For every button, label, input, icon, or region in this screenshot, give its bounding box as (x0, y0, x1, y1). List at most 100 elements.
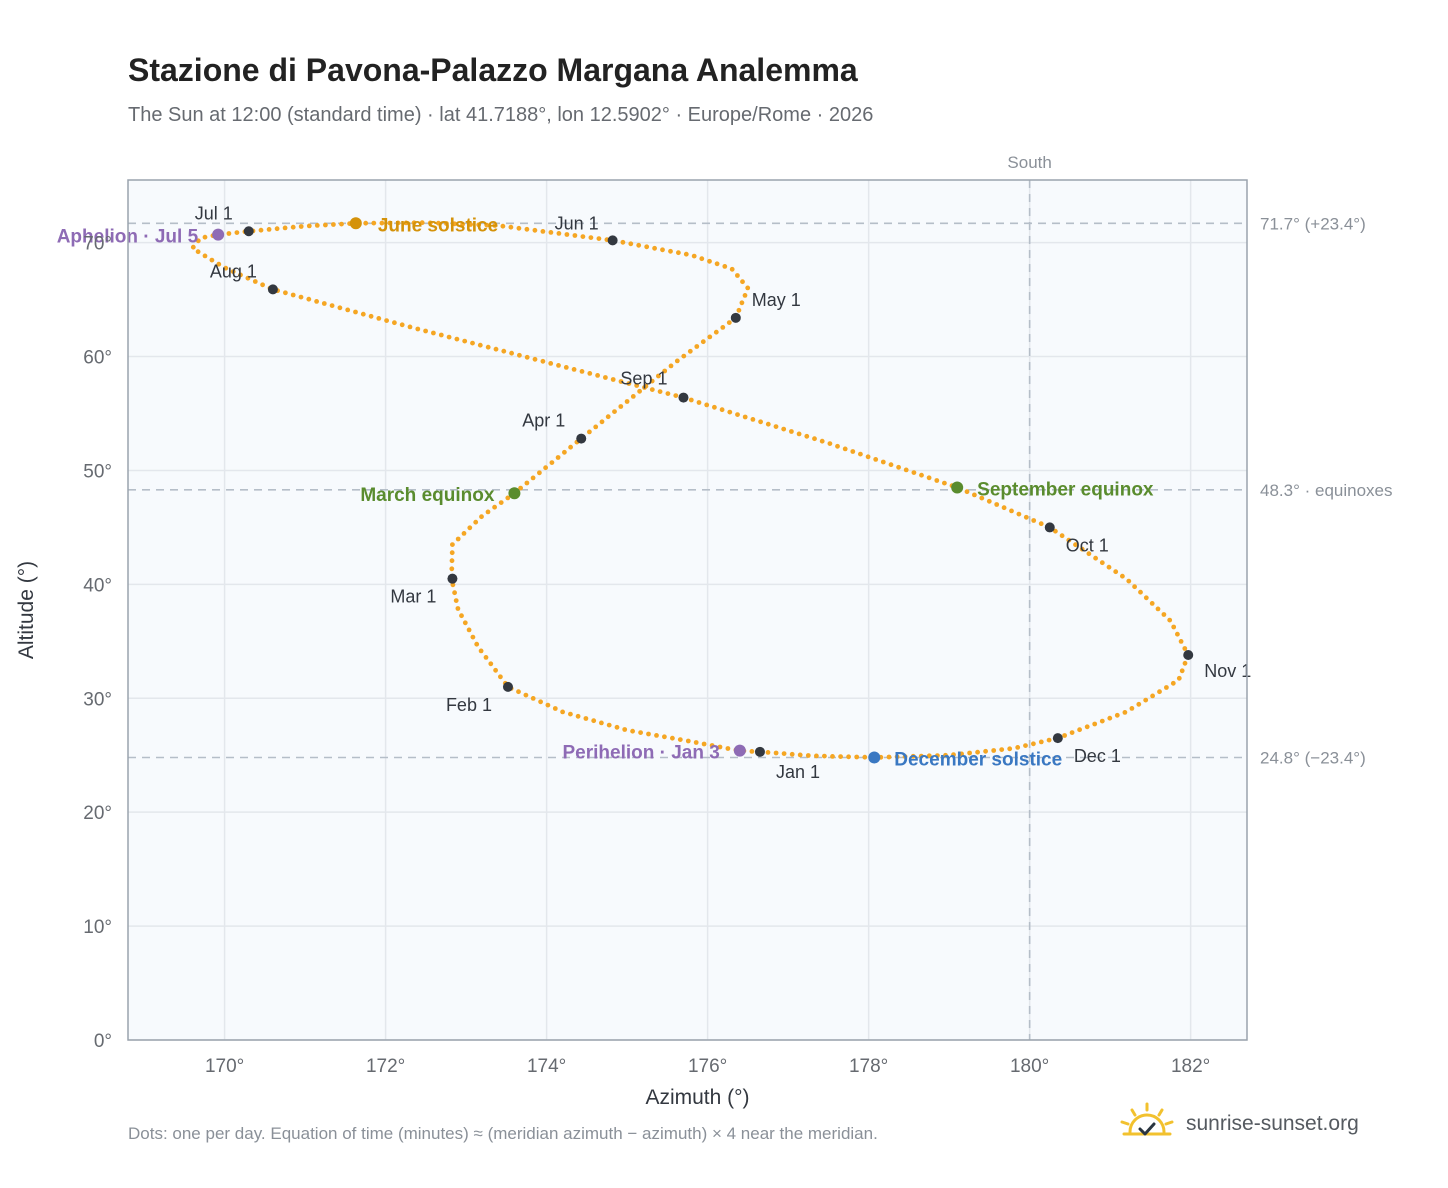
daily-sun-dot (492, 223, 498, 228)
daily-sun-dot (190, 244, 196, 250)
month-markers: Jan 1 Feb 1 Mar 1 Apr 1 May 1 Jun 1 Jul 1 Aug 1… (195, 203, 1252, 782)
daily-sun-dot (789, 429, 794, 434)
daily-sun-dot (1138, 589, 1143, 595)
x-tick-label: 176° (688, 1056, 727, 1077)
daily-sun-dot (238, 272, 243, 278)
daily-sun-dot (1092, 721, 1098, 727)
month-marker-dot (502, 681, 513, 692)
daily-sun-dot (466, 627, 472, 633)
daily-sun-dot (873, 457, 879, 462)
daily-sun-dot (438, 332, 444, 338)
reference-line-label: 48.3° · equinoxes (1260, 481, 1393, 500)
y-tick-label: 50° (83, 461, 112, 482)
daily-sun-dot (740, 279, 745, 285)
daily-sun-dot (575, 713, 581, 719)
daily-sun-dot (712, 404, 717, 410)
daily-sun-dot (707, 258, 712, 264)
daily-sun-dot (523, 692, 529, 698)
daily-sun-dot (673, 393, 679, 398)
daily-sun-dot (260, 282, 265, 288)
month-marker-label: Mar 1 (390, 587, 436, 607)
daily-sun-dot (467, 525, 473, 531)
daily-sun-dot (894, 754, 900, 760)
daily-sun-dot (339, 221, 344, 227)
event-label: March equinox (360, 485, 495, 506)
daily-sun-dot (485, 344, 491, 350)
daily-sun-dot (1107, 715, 1113, 721)
daily-sun-dot (379, 220, 385, 226)
daily-sun-dot (449, 550, 455, 556)
month-marker-dot (243, 226, 254, 237)
daily-sun-dot (789, 751, 795, 757)
daily-sun-dot (935, 753, 940, 758)
daily-sun-dot (700, 339, 706, 345)
daily-sun-dot (540, 358, 546, 364)
daily-sun-dot (449, 566, 455, 572)
daily-sun-dot (556, 363, 561, 368)
daily-sun-dot (403, 220, 409, 226)
month-marker-label: Sep 1 (620, 369, 667, 389)
brand[interactable]: sunrise-sunset.org (1118, 1100, 1359, 1148)
daily-sun-dot (399, 322, 405, 328)
daily-sun-dot (888, 462, 894, 468)
meridian-label: South (1007, 153, 1051, 172)
x-tick-label: 182° (1171, 1056, 1210, 1077)
daily-sun-dot (252, 279, 258, 284)
plot-area (128, 180, 1247, 1040)
daily-sun-dot (538, 699, 543, 705)
daily-sun-dot (910, 753, 916, 759)
daily-sun-dot (223, 265, 229, 271)
daily-sun-dot (493, 667, 498, 673)
daily-sun-dot (548, 361, 554, 366)
daily-sun-dot (564, 232, 570, 237)
daily-sun-dot (488, 661, 494, 667)
daily-sun-dot (919, 472, 924, 478)
daily-sun-dot (630, 394, 636, 399)
daily-sun-dot (624, 399, 630, 404)
daily-sun-dot (591, 718, 597, 724)
daily-sun-dot (773, 424, 779, 429)
daily-sun-dot (665, 391, 671, 396)
daily-sun-dot (634, 383, 640, 388)
daily-sun-dot (483, 655, 489, 660)
daily-sun-dot (1031, 741, 1036, 747)
daily-sun-dot (693, 740, 699, 745)
daily-sun-dot (572, 233, 578, 238)
daily-sun-dot (736, 307, 742, 313)
month-marker-dot (1044, 522, 1055, 533)
daily-sun-dot (431, 330, 436, 336)
event-marker-dot (733, 744, 746, 757)
daily-sun-dot (368, 313, 374, 319)
daily-sun-dot (462, 338, 468, 344)
daily-sun-dot (735, 412, 740, 417)
daily-sun-dot (765, 750, 771, 755)
daily-sun-dot (479, 514, 484, 520)
daily-sun-dot (555, 455, 561, 460)
daily-sun-dot (321, 301, 327, 306)
daily-sun-dot (1007, 746, 1013, 752)
daily-sun-dot (1179, 668, 1185, 674)
daily-sun-dot (662, 734, 667, 740)
daily-sun-dot (674, 358, 680, 364)
daily-sun-dot (842, 446, 848, 452)
daily-sun-dot (462, 620, 468, 626)
daily-sun-dot (717, 744, 723, 750)
plot-frame (127, 179, 1248, 1041)
daily-sun-dot (606, 722, 612, 728)
daily-sun-dot (726, 320, 732, 325)
daily-sun-dot (454, 336, 460, 342)
daily-sun-dot (986, 498, 992, 504)
month-marker-dot (607, 235, 618, 246)
daily-sun-dot (1136, 701, 1142, 707)
daily-sun-dot (1143, 595, 1149, 601)
daily-sun-dot (376, 316, 382, 321)
daily-sun-dot (501, 348, 507, 354)
daily-sun-dot (524, 354, 530, 360)
daily-sun-dot (1164, 685, 1169, 690)
y-tick-label: 10° (83, 917, 112, 938)
month-marker-dot (754, 746, 765, 757)
daily-sun-dot (688, 397, 694, 403)
x-tick-label: 180° (1010, 1056, 1049, 1077)
daily-sun-dot (283, 290, 288, 296)
daily-sun-dot (384, 318, 389, 323)
